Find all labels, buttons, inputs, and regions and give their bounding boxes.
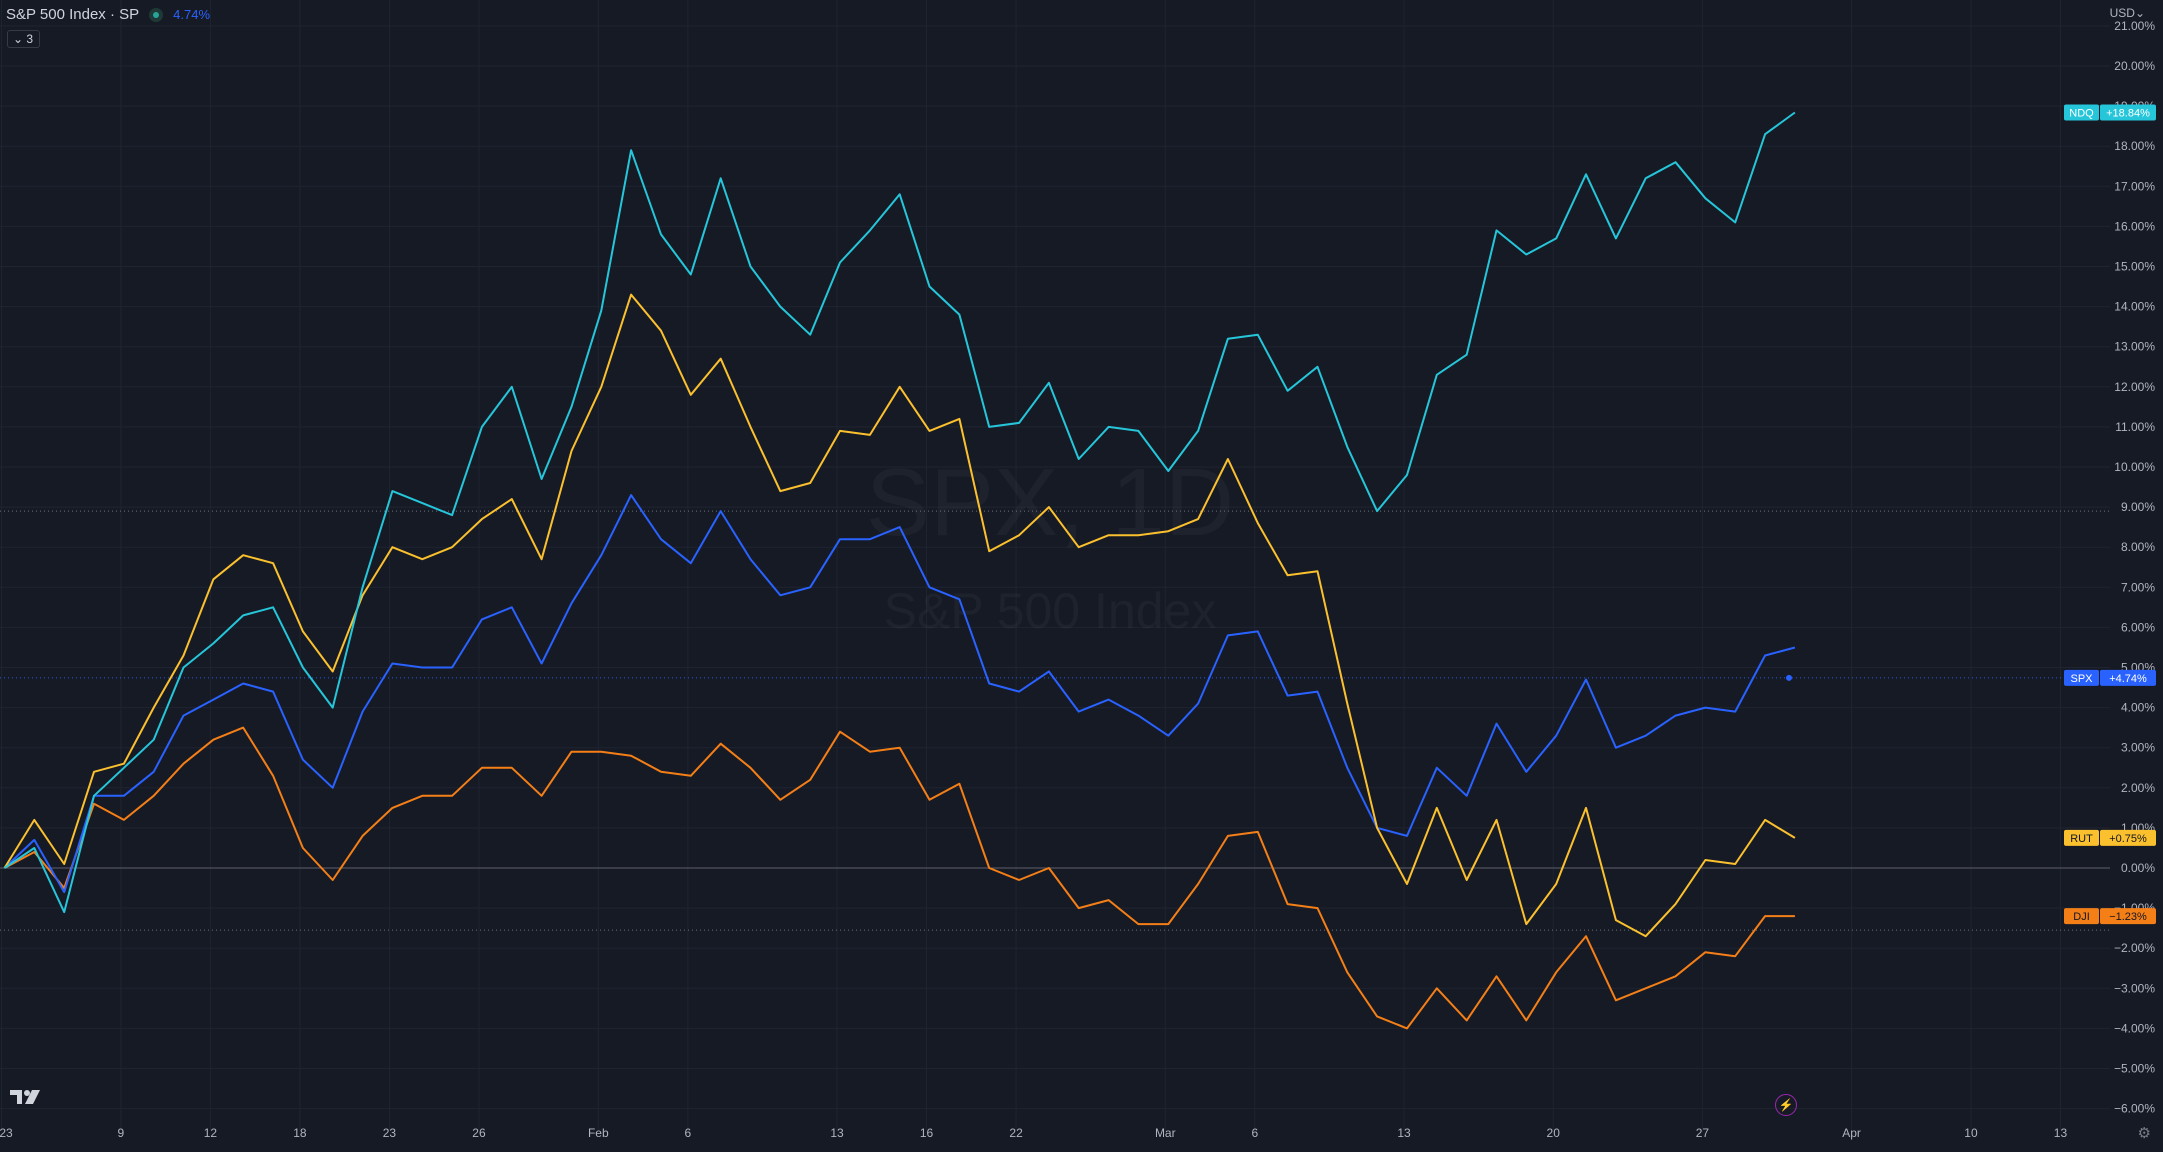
x-tick-label: 10: [1964, 1126, 1978, 1140]
y-tick-label: 15.00%: [2114, 260, 2155, 274]
y-tick-label: −3.00%: [2114, 981, 2155, 995]
x-axis: 23 9 12 18 23 26 Feb 6 13 16 22 Mar 6 13 20 27 Apr 10 13: [0, 1126, 2067, 1140]
market-status-icon: [149, 7, 164, 22]
y-tick-label: 6.00%: [2121, 620, 2155, 634]
y-tick-label: 8.00%: [2121, 540, 2155, 554]
y-tick-label: 20.00%: [2114, 59, 2155, 73]
value-tag-value: +18.84%: [2106, 108, 2150, 120]
collapse-count: 3: [26, 32, 34, 46]
series-line-spx[interactable]: [3, 494, 1796, 894]
change-percent: 4.74%: [173, 7, 211, 22]
x-tick-label: 13: [1397, 1126, 1411, 1140]
y-tick-label: 7.00%: [2121, 580, 2155, 594]
currency-selector[interactable]: USD⌄: [2110, 6, 2145, 20]
value-tags: NDQ +18.84% SPX +4.74% RUT +0.75% DJI −1.23%: [2064, 104, 2156, 925]
spx-last-price-dot: [1786, 674, 1792, 681]
x-tick-label: 16: [920, 1126, 934, 1140]
value-tag-value: +0.75%: [2109, 833, 2147, 845]
y-tick-label: 9.00%: [2121, 500, 2155, 514]
y-axis: 21.00%20.00%19.00%18.00%17.00%16.00%15.0…: [2114, 19, 2155, 1116]
y-tick-label: 10.00%: [2114, 460, 2155, 474]
x-tick-label: Feb: [588, 1126, 609, 1140]
value-tag-name: DJI: [2073, 911, 2090, 923]
watermark: SPX, 1D S&P 500 Index: [866, 449, 1234, 639]
y-tick-label: 11.00%: [2115, 420, 2155, 434]
y-tick-label: 4.00%: [2121, 701, 2155, 715]
value-tag-name: NDQ: [2069, 108, 2094, 120]
chevron-down-icon: ⌄: [13, 32, 24, 46]
x-tick-label: 23: [0, 1126, 13, 1140]
series-line-rut[interactable]: [3, 293, 1796, 938]
value-tag-value: −1.23%: [2109, 911, 2147, 923]
series-line-dji[interactable]: [4, 726, 1795, 1030]
y-tick-label: 21.00%: [2114, 19, 2155, 33]
value-tag-name: SPX: [2070, 673, 2093, 685]
y-tick-label: −5.00%: [2114, 1062, 2155, 1076]
grid-layer: [0, 0, 2110, 1130]
y-tick-label: 13.00%: [2114, 340, 2155, 354]
watermark-name: S&P 500 Index: [884, 583, 1217, 639]
series-line-ndq[interactable]: [3, 111, 1796, 914]
x-tick-label: 22: [1009, 1126, 1023, 1140]
value-tag-spx[interactable]: SPX +4.74%: [2064, 669, 2156, 686]
x-tick-label: 26: [472, 1126, 486, 1140]
currency-label: USD: [2109, 6, 2135, 20]
y-tick-label: 2.00%: [2121, 781, 2155, 795]
collapse-legend-button[interactable]: ⌄ 3: [7, 30, 41, 48]
x-tick-label: 18: [293, 1126, 307, 1140]
y-tick-label: 0.00%: [2121, 861, 2155, 875]
tradingview-logo-icon[interactable]: [10, 1088, 44, 1111]
settings-gear-icon[interactable]: ⚙: [2137, 1125, 2151, 1142]
value-tag-name: RUT: [2070, 833, 2093, 845]
y-tick-label: 17.00%: [2114, 179, 2155, 193]
x-tick-label: 13: [2054, 1126, 2068, 1140]
series-lines: [3, 111, 1796, 1030]
x-tick-label: 27: [1696, 1126, 1710, 1140]
value-tag-rut[interactable]: RUT +0.75%: [2064, 829, 2156, 846]
x-tick-label: 6: [1251, 1126, 1258, 1140]
x-tick-label: 23: [383, 1126, 397, 1140]
value-tag-ndq[interactable]: NDQ +18.84%: [2064, 104, 2156, 121]
y-tick-label: 18.00%: [2114, 139, 2155, 153]
chevron-down-icon: ⌄: [2134, 6, 2145, 20]
symbol-legend[interactable]: S&P 500 Index · SP 4.74%: [6, 6, 210, 23]
y-tick-label: 3.00%: [2121, 741, 2155, 755]
x-tick-label: Apr: [1842, 1126, 1861, 1140]
y-tick-label: 16.00%: [2114, 219, 2155, 233]
watermark-symbol: SPX, 1D: [866, 449, 1234, 556]
reference-lines: [0, 510, 2110, 931]
y-tick-label: 12.00%: [2114, 380, 2155, 394]
y-tick-label: −2.00%: [2114, 941, 2155, 955]
value-tag-value: +4.74%: [2109, 673, 2147, 685]
y-tick-label: −4.00%: [2114, 1021, 2155, 1035]
x-tick-label: Mar: [1155, 1126, 1176, 1140]
lightning-icon[interactable]: ⚡: [1775, 1094, 1797, 1116]
x-tick-label: 20: [1547, 1126, 1561, 1140]
y-tick-label: 14.00%: [2114, 300, 2155, 314]
x-tick-label: 13: [830, 1126, 844, 1140]
value-tag-dji[interactable]: DJI −1.23%: [2064, 908, 2156, 925]
x-tick-label: 12: [204, 1126, 218, 1140]
y-tick-label: −6.00%: [2114, 1102, 2155, 1116]
symbol-title[interactable]: S&P 500 Index · SP: [6, 6, 140, 23]
x-tick-label: 6: [684, 1126, 691, 1140]
x-tick-label: 9: [118, 1126, 125, 1140]
